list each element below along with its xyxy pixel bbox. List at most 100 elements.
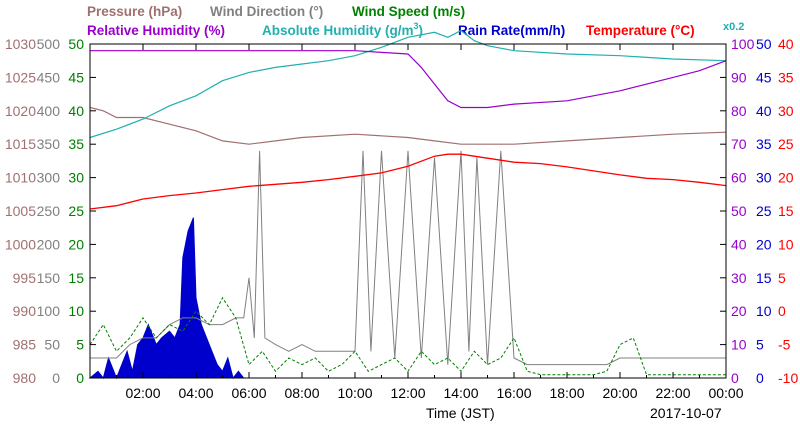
wind_speed-tick-label: 40 [68,103,84,119]
wind_direction-tick-label: 100 [37,303,61,319]
pressure-tick-label: 1015 [5,136,36,152]
temperature-tick-label: 5 [778,270,786,286]
rain_rate-tick-label: 30 [756,170,772,186]
wind_direction-tick-label: 350 [37,136,61,152]
rain_rate-tick-label: 25 [756,203,772,219]
wind_direction-tick-label: 300 [37,170,61,186]
rain_rate-tick-label: 20 [756,236,772,252]
pressure-tick-label: 1000 [5,236,36,252]
humidity-tick-label: 70 [731,136,747,152]
legend-abs-humidity-suffix: ) [419,23,424,38]
legend-relative-humidity: Relative Humidity (%) [87,23,225,38]
x-tick-label: 12:00 [390,385,425,401]
wind-speed-line [89,296,726,376]
humidity-tick-label: 60 [731,170,747,186]
wind_speed-tick-label: 20 [68,236,84,252]
temperature-tick-label: 20 [778,170,794,186]
x-tick-label: 02:00 [125,385,160,401]
pressure-line [89,106,727,145]
rain_rate-tick-label: 15 [756,270,772,286]
wind_speed-tick-label: 45 [68,69,84,85]
wind_speed-tick-label: 30 [68,170,84,186]
temperature-tick-label: 0 [778,303,786,319]
x-tick-label: 04:00 [178,385,213,401]
pressure-tick-label: 985 [13,337,37,353]
temperature-line [89,153,727,210]
pressure-tick-label: 1010 [5,170,36,186]
temperature-tick-label: 15 [778,203,794,219]
x-tick-label: 10:00 [337,385,372,401]
rain_rate-tick-label: 35 [756,136,772,152]
legend-rain-rate: Rain Rate(mm/h) [458,23,565,38]
date-label: 2017-10-07 [650,405,722,421]
humidity-tick-label: 10 [731,337,747,353]
pressure-tick-label: 980 [13,370,37,386]
temperature-tick-label: 30 [778,103,794,119]
humidity-tick-label: 20 [731,303,747,319]
x-tick-label: 08:00 [284,385,319,401]
wind_direction-tick-label: 500 [37,36,61,52]
legend-abs-humidity-sup: 3 [414,21,419,31]
rain-rate-area [88,217,249,380]
wind_direction-tick-label: 0 [52,370,60,386]
x-tick-label: 18:00 [549,385,584,401]
legend-abs-humidity-prefix: Absolute Humidity (g/m [262,23,414,38]
pressure-tick-label: 1020 [5,103,36,119]
x-axis: 02:00 04:00 06:00 08:00 10:00 12:00 14:00 16:00… [90,43,744,401]
x-tick-label: 16:00 [496,385,531,401]
wind_speed-tick-label: 15 [68,270,84,286]
pressure-tick-label: 995 [13,270,37,286]
x-tick-label: 14:00 [443,385,478,401]
x-tick-label: 22:00 [655,385,690,401]
wind_speed-tick-label: 0 [76,370,84,386]
pressure-tick-label: 990 [13,303,37,319]
rain_rate-tick-label: 0 [756,370,764,386]
x-tick-label: 06:00 [231,385,266,401]
temperature-tick-label: -5 [778,337,791,353]
legend-wind-direction: Wind Direction (°) [210,4,323,19]
wind_speed-tick-label: 50 [68,36,84,52]
wind-direction-line [90,150,726,366]
temperature-tick-label: -10 [778,370,798,386]
wind_direction-tick-label: 400 [37,103,61,119]
legend-wind-speed: Wind Speed (m/s) [352,4,465,19]
wind_direction-tick-label: 200 [37,236,61,252]
humidity-tick-label: 50 [731,203,747,219]
right-axes: 0102030405060708090100051015202530354045… [731,36,798,386]
humidity-tick-label: 40 [731,236,747,252]
legend-absolute-humidity: Absolute Humidity (g/m3) [262,21,423,38]
wind_direction-tick-label: 50 [44,337,60,353]
wind_direction-tick-label: 150 [37,270,61,286]
rain_rate-tick-label: 45 [756,69,772,85]
relative-humidity-line [90,50,727,109]
x-tick-label: 20:00 [602,385,637,401]
legend-multiplier: x0.2 [723,21,744,33]
humidity-tick-label: 100 [731,36,755,52]
x-axis-label: Time (JST) [426,405,495,421]
rain_rate-tick-label: 50 [756,36,772,52]
pressure-tick-label: 1005 [5,203,36,219]
rain_rate-tick-label: 10 [756,303,772,319]
rain_rate-tick-label: 40 [756,103,772,119]
pressure-tick-label: 1025 [5,69,36,85]
absolute-humidity-line [89,29,727,139]
wind_direction-tick-label: 250 [37,203,61,219]
wind_speed-tick-label: 25 [68,203,84,219]
humidity-tick-label: 30 [731,270,747,286]
legend-pressure: Pressure (hPa) [87,4,182,19]
temperature-tick-label: 25 [778,136,794,152]
x-tick-label: 00:00 [708,385,743,401]
temperature-tick-label: 40 [778,36,794,52]
series-layer [88,29,727,380]
legend-temperature: Temperature (°C) [586,23,695,38]
humidity-tick-label: 0 [731,370,739,386]
humidity-tick-label: 90 [731,69,747,85]
pressure-tick-label: 1030 [5,36,36,52]
wind_speed-tick-label: 35 [68,136,84,152]
temperature-tick-label: 35 [778,69,794,85]
legend: Pressure (hPa) Wind Direction (°) Wind S… [87,4,744,38]
humidity-tick-label: 80 [731,103,747,119]
rain_rate-tick-label: 5 [756,337,764,353]
wind_direction-tick-label: 450 [37,69,61,85]
